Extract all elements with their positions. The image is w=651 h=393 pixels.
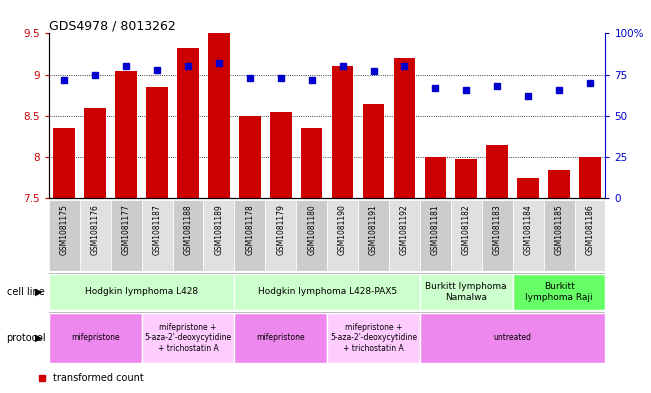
Text: GDS4978 / 8013262: GDS4978 / 8013262 [49,19,176,32]
Bar [358,200,389,271]
Bar [111,33,141,198]
Bar [239,116,260,198]
Text: GSM1081182: GSM1081182 [462,204,471,255]
Bar [574,200,605,271]
Bar [332,66,353,198]
Bar [49,274,234,310]
Bar [265,200,296,271]
Bar [177,48,199,198]
Bar [456,159,477,198]
Bar [270,112,292,198]
Text: GSM1081177: GSM1081177 [122,204,131,255]
Text: GSM1081188: GSM1081188 [184,204,193,255]
Bar [173,200,203,271]
Text: GSM1081187: GSM1081187 [152,204,161,255]
Bar [208,33,230,198]
Bar [203,200,234,271]
Text: GSM1081186: GSM1081186 [585,204,594,255]
Bar [482,33,512,198]
Bar [512,274,605,310]
Bar [49,200,79,271]
Bar [53,128,75,198]
Bar [327,313,420,363]
Text: GSM1081190: GSM1081190 [338,204,347,255]
Bar [486,145,508,198]
Text: ▶: ▶ [35,333,42,343]
Bar [234,274,420,310]
Bar [424,157,446,198]
Bar [544,33,574,198]
Bar [203,33,234,198]
Bar [548,170,570,198]
Bar [234,200,266,271]
Bar [265,33,296,198]
Text: GSM1081192: GSM1081192 [400,204,409,255]
Bar [450,200,482,271]
Bar [301,128,322,198]
Text: GSM1081191: GSM1081191 [369,204,378,255]
Bar [518,178,539,198]
Bar [482,200,512,271]
Text: GSM1081183: GSM1081183 [493,204,502,255]
Bar [574,33,605,198]
Bar [512,33,544,198]
Text: GSM1081185: GSM1081185 [555,204,564,255]
Text: GSM1081178: GSM1081178 [245,204,255,255]
Bar [85,108,106,198]
Text: GSM1081189: GSM1081189 [214,204,223,255]
Bar [49,33,79,198]
Bar [389,200,420,271]
Bar [544,200,574,271]
Text: transformed count: transformed count [53,373,144,384]
Bar [363,103,384,198]
Text: Hodgkin lymphoma L428: Hodgkin lymphoma L428 [85,287,198,296]
Bar [327,200,358,271]
Text: ▶: ▶ [35,287,42,297]
Text: Hodgkin lymphoma L428-PAX5: Hodgkin lymphoma L428-PAX5 [258,287,396,296]
Text: mifepristone +
5-aza-2'-deoxycytidine
+ trichostatin A: mifepristone + 5-aza-2'-deoxycytidine + … [330,323,417,353]
Bar [146,87,168,198]
Bar [579,157,601,198]
Bar [141,313,234,363]
Bar [358,33,389,198]
Text: GSM1081179: GSM1081179 [276,204,285,255]
Text: Burkitt
lymphoma Raji: Burkitt lymphoma Raji [525,282,593,301]
Text: mifepristone +
5-aza-2'-deoxycytidine
+ trichostatin A: mifepristone + 5-aza-2'-deoxycytidine + … [145,323,232,353]
Bar [111,200,141,271]
Text: GSM1081181: GSM1081181 [431,204,440,255]
Bar [420,33,450,198]
Text: protocol: protocol [7,333,46,343]
Bar [141,33,173,198]
Text: mifepristone: mifepristone [256,334,305,342]
Text: GSM1081175: GSM1081175 [60,204,69,255]
Bar [420,313,605,363]
Bar [234,33,265,198]
Bar [389,33,420,198]
Text: GSM1081184: GSM1081184 [523,204,533,255]
Bar [173,33,203,198]
Bar [296,33,327,198]
Text: cell line: cell line [7,287,44,297]
Text: Burkitt lymphoma
Namalwa: Burkitt lymphoma Namalwa [426,282,507,301]
Text: untreated: untreated [493,334,532,342]
Bar [115,70,137,198]
Bar [234,313,327,363]
Bar [141,200,173,271]
Bar [49,313,141,363]
Text: mifepristone: mifepristone [71,334,120,342]
Bar [420,200,450,271]
Text: GSM1081180: GSM1081180 [307,204,316,255]
Bar [394,58,415,198]
Bar [420,274,512,310]
Bar [79,33,111,198]
Bar [450,33,482,198]
Bar [327,33,358,198]
Bar [296,200,327,271]
Bar [79,200,111,271]
Bar [512,200,544,271]
Text: GSM1081176: GSM1081176 [90,204,100,255]
